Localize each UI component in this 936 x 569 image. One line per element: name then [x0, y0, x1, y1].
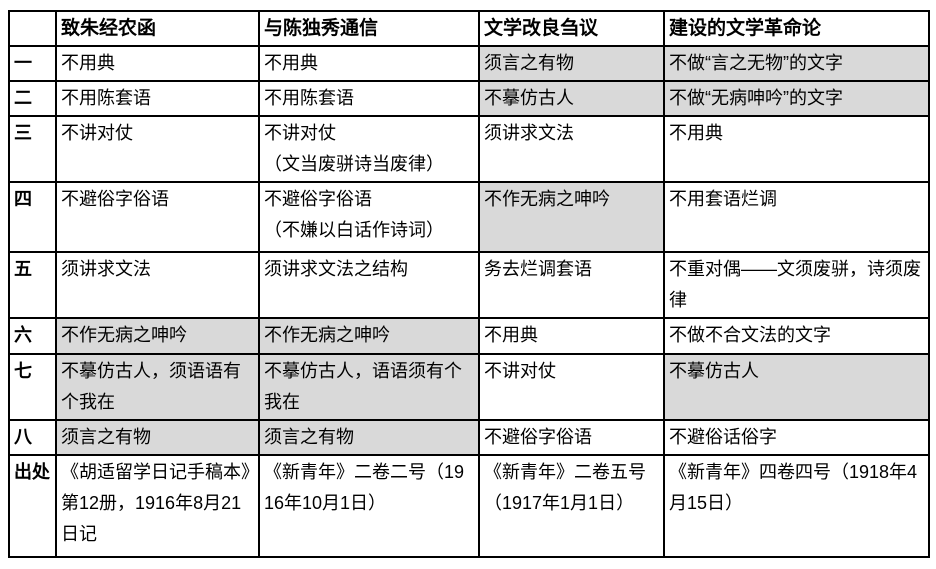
row-label: 六 [8, 317, 57, 355]
table-cell: 不用典 [663, 115, 930, 183]
row-label: 七 [8, 353, 57, 421]
table-row: 一 不用典 不用典 须言之有物 不做“言之无物”的文字 [8, 45, 930, 82]
table-cell: 不用典 [478, 317, 665, 355]
table-cell: 务去烂调套语 [478, 251, 665, 319]
table-cell: 不做不合文法的文字 [663, 317, 930, 355]
table-cell: 不讲对仗 （文当废骈诗当废律） [258, 115, 480, 183]
row-label: 五 [8, 251, 57, 319]
table-cell: 须讲求文法之结构 [258, 251, 480, 319]
table-cell: 不重对偶——文须废骈，诗须废律 [663, 251, 930, 319]
column-header-constructive-revolution: 建设的文学革命论 [663, 10, 930, 47]
table-row: 六 不作无病之呻吟 不作无病之呻吟 不用典 不做不合文法的文字 [8, 317, 930, 355]
table-cell: 不讲对仗 [478, 353, 665, 421]
table-cell: 不用陈套语 [258, 80, 480, 117]
source-row: 出处 《胡适留学日记手稿本》第12册，1916年8月21日记 《新青年》二卷二号… [8, 454, 930, 558]
table-cell: 不摹仿古人，语语须有个我在 [258, 353, 480, 421]
header-row: 致朱经农函 与陈独秀通信 文学改良刍议 建设的文学革命论 [8, 10, 930, 47]
table-cell: 不摹仿古人 [663, 353, 930, 421]
table-cell: 须言之有物 [258, 419, 480, 456]
table-cell: 不做“无病呻吟”的文字 [663, 80, 930, 117]
table-cell: 不讲对仗 [55, 115, 260, 183]
table-cell: 不避俗字俗语 （不嫌以白话作诗词） [258, 181, 480, 253]
table-cell: 不用典 [55, 45, 260, 82]
row-label: 出处 [8, 454, 57, 558]
column-header-literary-reform: 文学改良刍议 [478, 10, 665, 47]
row-label: 二 [8, 80, 57, 117]
table-cell: 不用套语烂调 [663, 181, 930, 253]
table-cell: 须讲求文法 [55, 251, 260, 319]
table-cell: 不摹仿古人，须语语有个我在 [55, 353, 260, 421]
table-cell: 不避俗字俗语 [478, 419, 665, 456]
row-label: 一 [8, 45, 57, 82]
table-cell: 须言之有物 [55, 419, 260, 456]
column-header-zhu-letter: 致朱经农函 [55, 10, 260, 47]
table-row: 四 不避俗字俗语 不避俗字俗语 （不嫌以白话作诗词） 不作无病之呻吟 不用套语烂… [8, 181, 930, 253]
table-cell: 不作无病之呻吟 [258, 317, 480, 355]
table-cell: 须言之有物 [478, 45, 665, 82]
table-row: 五 须讲求文法 须讲求文法之结构 务去烂调套语 不重对偶——文须废骈，诗须废律 [8, 251, 930, 319]
corner-cell [8, 10, 57, 47]
table-row: 八 须言之有物 须言之有物 不避俗字俗语 不避俗话俗字 [8, 419, 930, 456]
row-label: 三 [8, 115, 57, 183]
table-cell: 不用典 [258, 45, 480, 82]
table-cell: 不作无病之呻吟 [55, 317, 260, 355]
row-label: 四 [8, 181, 57, 253]
table-row: 七 不摹仿古人，须语语有个我在 不摹仿古人，语语须有个我在 不讲对仗 不摹仿古人 [8, 353, 930, 421]
table-cell: 不用陈套语 [55, 80, 260, 117]
table-cell: 须讲求文法 [478, 115, 665, 183]
row-label: 八 [8, 419, 57, 456]
column-header-chen-correspondence: 与陈独秀通信 [258, 10, 480, 47]
table-cell: 《新青年》二卷五号（1917年1月1日） [478, 454, 665, 558]
table-cell: 不作无病之呻吟 [478, 181, 665, 253]
table-cell: 不避俗话俗字 [663, 419, 930, 456]
table-cell: 不避俗字俗语 [55, 181, 260, 253]
table-cell: 《新青年》四卷四号（1918年4月15日） [663, 454, 930, 558]
comparison-table: 致朱经农函 与陈独秀通信 文学改良刍议 建设的文学革命论 一 不用典 不用典 须… [8, 10, 930, 558]
table-cell: 不摹仿古人 [478, 80, 665, 117]
table-row: 二 不用陈套语 不用陈套语 不摹仿古人 不做“无病呻吟”的文字 [8, 80, 930, 117]
table-cell: 不做“言之无物”的文字 [663, 45, 930, 82]
table-row: 三 不讲对仗 不讲对仗 （文当废骈诗当废律） 须讲求文法 不用典 [8, 115, 930, 183]
table-cell: 《新青年》二卷二号（1916年10月1日） [258, 454, 480, 558]
table-cell: 《胡适留学日记手稿本》第12册，1916年8月21日记 [55, 454, 260, 558]
